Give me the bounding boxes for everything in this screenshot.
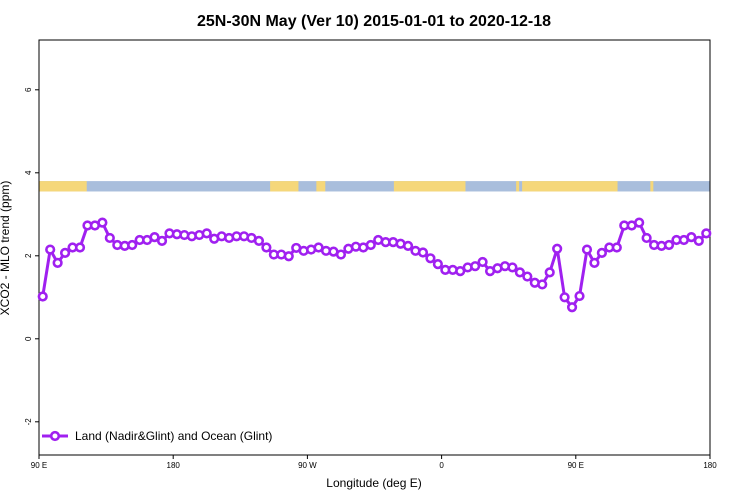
- data-point: [559, 292, 570, 303]
- y-tick-label: 4: [24, 170, 33, 175]
- data-point: [335, 249, 347, 260]
- data-point: [566, 302, 578, 313]
- data-point: [417, 247, 429, 258]
- y-tick-label: -2: [24, 418, 33, 426]
- data-point: [45, 244, 56, 255]
- chart-title: 25N-30N May (Ver 10) 2015-01-01 to 2020-…: [197, 13, 551, 30]
- data-point: [537, 279, 548, 290]
- ocean-band: [39, 181, 710, 192]
- y-axis: -2 0 2 4 6: [24, 87, 39, 425]
- data-point: [59, 247, 71, 258]
- y-tick-label: 0: [24, 336, 33, 341]
- land-segment-4: [516, 181, 520, 192]
- x-tick-label: 180: [703, 461, 717, 470]
- x-tick-label: 90 W: [298, 461, 317, 470]
- data-point: [581, 244, 593, 255]
- x-tick-label: 90 E: [31, 461, 47, 470]
- data-point: [149, 232, 160, 243]
- series-line: [41, 221, 708, 309]
- data-point: [283, 251, 294, 262]
- data-point: [455, 266, 466, 277]
- land-segment-0: [39, 181, 87, 192]
- data-point: [693, 235, 704, 246]
- data-point: [686, 232, 697, 243]
- x-axis: 90 E 180 90 W 0 90 E 180: [31, 455, 717, 470]
- data-point: [507, 262, 518, 273]
- data-point: [514, 267, 525, 278]
- data-point: [701, 228, 712, 239]
- data-point: [365, 239, 376, 251]
- data-point: [201, 228, 212, 239]
- data-point: [641, 232, 652, 244]
- data-point: [261, 242, 272, 253]
- data-point: [574, 290, 585, 302]
- data-point: [470, 261, 481, 272]
- data-point: [425, 253, 436, 264]
- plot-area: [38, 39, 711, 456]
- land-segment-3: [393, 181, 466, 192]
- data-point: [104, 232, 115, 244]
- data-point: [589, 257, 600, 268]
- data-point: [522, 271, 533, 282]
- data-point: [663, 239, 675, 251]
- data-point: [544, 267, 555, 278]
- land-segment-1: [270, 181, 299, 192]
- legend: Land (Nadir&Glint) and Ocean (Glint): [42, 429, 272, 443]
- data-point: [477, 256, 488, 268]
- plot-border: [38, 39, 711, 456]
- y-tick-label: 6: [24, 87, 33, 92]
- data-point: [432, 259, 443, 270]
- legend-label: Land (Nadir&Glint) and Ocean (Glint): [75, 429, 272, 443]
- data-point: [552, 243, 563, 254]
- land-segment-6: [650, 181, 654, 192]
- data-point: [74, 242, 86, 253]
- data-point: [127, 239, 138, 251]
- data-point: [37, 291, 48, 302]
- data-point: [156, 235, 168, 246]
- legend-marker: [49, 430, 61, 442]
- y-tick-label: 2: [24, 253, 33, 258]
- data-point: [634, 217, 645, 228]
- x-tick-label: 90 E: [568, 461, 584, 470]
- y-axis-label: XCO2 - MLO trend (ppm): [0, 181, 12, 316]
- x-tick-label: 0: [439, 461, 444, 470]
- land-segment-5: [522, 181, 618, 192]
- data-point: [402, 240, 414, 251]
- x-axis-label: Longitude (deg E): [326, 476, 421, 490]
- data-point: [596, 247, 607, 258]
- surface-type-band: [39, 181, 710, 192]
- series-layer: [37, 217, 712, 313]
- data-point: [52, 257, 63, 268]
- land-segment-2: [316, 181, 326, 192]
- x-tick-label: 180: [167, 461, 181, 470]
- data-point: [97, 217, 108, 228]
- data-point: [253, 235, 265, 246]
- data-point: [611, 242, 622, 253]
